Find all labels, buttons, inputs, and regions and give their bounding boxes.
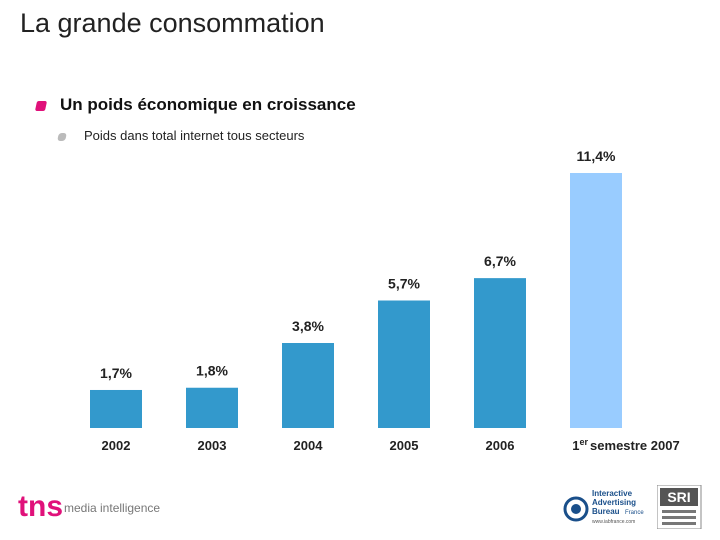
- chart-heading: Un poids économique en croissance: [60, 95, 356, 114]
- svg-text:Bureau: Bureau: [592, 507, 620, 516]
- iab-logo: Interactive Advertising Bureau France ww…: [563, 489, 644, 525]
- bar-1er-semestre-2007: [570, 173, 622, 428]
- tns-logo-subtitle: media intelligence: [64, 501, 160, 515]
- tns-logo-text: tns: [18, 490, 63, 523]
- bar-chart: 1,7% 2002 1,8% 2003 3,8% 2004 5,7% 2005 6,7% 2006…: [90, 148, 680, 453]
- bar-2005: [378, 300, 430, 428]
- category-label: 2003: [198, 438, 227, 453]
- chart-subheading: Poids dans total internet tous secteurs: [84, 128, 305, 143]
- category-label: 2006: [486, 438, 515, 453]
- value-label: 3,8%: [292, 318, 324, 334]
- value-label: 5,7%: [388, 276, 420, 292]
- svg-text:SRI: SRI: [667, 489, 690, 505]
- tns-logo: tns media intelligence: [18, 490, 160, 523]
- value-label: 1,7%: [100, 365, 132, 381]
- value-label: 1,8%: [196, 363, 228, 379]
- svg-text:France: France: [625, 510, 644, 516]
- category-label: 2002: [102, 438, 131, 453]
- svg-text:www.iabfrance.com: www.iabfrance.com: [592, 519, 635, 525]
- category-label: 2004: [294, 438, 324, 453]
- value-label: 11,4%: [577, 148, 616, 164]
- svg-text:Advertising: Advertising: [592, 498, 636, 507]
- value-label: 6,7%: [484, 253, 516, 269]
- page-title: La grande consommation: [20, 8, 325, 38]
- bar-2004: [282, 343, 334, 428]
- category-label: 2005: [390, 438, 419, 453]
- bar-2003: [186, 387, 238, 428]
- category-label: 1er semestre 2007: [572, 437, 679, 453]
- bar-2002: [90, 389, 142, 428]
- bar-2006: [474, 278, 526, 428]
- svg-text:Interactive: Interactive: [592, 489, 633, 498]
- sri-logo: SRI: [657, 485, 702, 529]
